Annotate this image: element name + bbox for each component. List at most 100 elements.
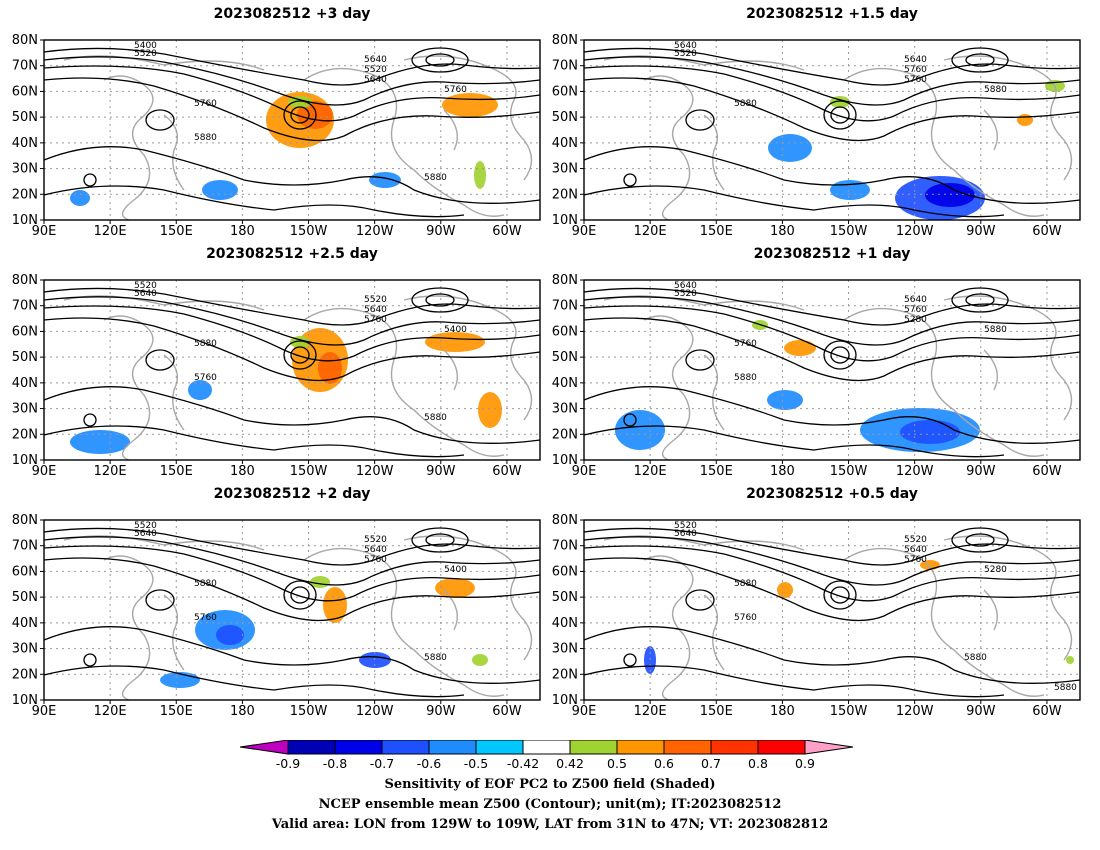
grid-layer bbox=[44, 40, 540, 220]
contour-label: 5640 bbox=[364, 305, 387, 315]
sensitivity-shade bbox=[369, 172, 401, 188]
z500-contour bbox=[43, 557, 541, 622]
coastline bbox=[983, 349, 998, 391]
latitude-label: 10N bbox=[12, 213, 38, 228]
z500-contour bbox=[43, 317, 541, 382]
contour-label: 5520 bbox=[364, 535, 387, 545]
contour-layer bbox=[43, 287, 541, 458]
z500-closed-contour bbox=[145, 109, 175, 131]
latitude-label: 20N bbox=[12, 667, 38, 682]
sensitivity-shade bbox=[216, 625, 244, 645]
z500-contour bbox=[583, 185, 1005, 218]
z500-closed-contour bbox=[290, 106, 310, 124]
latitude-label: 40N bbox=[552, 136, 578, 151]
contour-label: 5880 bbox=[984, 85, 1007, 95]
longitude-label: 90E bbox=[32, 464, 57, 479]
z500-closed-contour bbox=[830, 346, 850, 364]
z500-contour bbox=[43, 296, 541, 346]
contour-label: 5520 bbox=[674, 49, 697, 59]
z500-contour bbox=[583, 527, 1081, 566]
colorbar-segment bbox=[522, 740, 571, 755]
latitude-label: 40N bbox=[12, 136, 38, 151]
longitude-label: 180 bbox=[230, 224, 255, 239]
z500-closed-contour bbox=[951, 47, 1009, 73]
latitude-label: 80N bbox=[552, 33, 578, 48]
coastline bbox=[443, 589, 458, 631]
contour-label: 5880 bbox=[734, 579, 757, 589]
z500-contour bbox=[43, 47, 541, 86]
contour-label: 5760 bbox=[904, 305, 927, 315]
longitude-label: 180 bbox=[230, 704, 255, 719]
z500-closed-contour bbox=[823, 580, 857, 610]
longitude-label: 90E bbox=[572, 704, 597, 719]
map-panel: 5520564055205640576052805880576058805880… bbox=[552, 513, 1081, 719]
caption-contour: NCEP ensemble mean Z500 (Contour); unit(… bbox=[318, 797, 782, 812]
colorbar-tick-label: 0.8 bbox=[748, 756, 768, 771]
contour-label: 5760 bbox=[904, 75, 927, 85]
z500-contour bbox=[43, 185, 465, 218]
z500-closed-contour bbox=[965, 293, 995, 307]
z500-contour bbox=[43, 65, 541, 122]
z500-closed-contour bbox=[951, 527, 1009, 553]
grid-layer bbox=[44, 280, 540, 460]
contour-label: 5520 bbox=[134, 49, 157, 59]
z500-closed-contour bbox=[283, 340, 317, 370]
z500-closed-contour bbox=[145, 589, 175, 611]
colorbar: -0.9 -0.8 -0.7 -0.6 -0.5 -0.42 0.42 0.5 0.6 0.7 0.… bbox=[240, 740, 854, 771]
contour-layer bbox=[583, 527, 1081, 698]
z500-closed-contour bbox=[823, 100, 857, 130]
coastline bbox=[983, 589, 998, 631]
coastline bbox=[303, 547, 505, 697]
grid-layer bbox=[584, 280, 1080, 460]
z500-contour bbox=[583, 146, 1081, 204]
latitude-label: 80N bbox=[12, 513, 38, 528]
contour-label: 5880 bbox=[734, 99, 757, 109]
longitude-label: 150W bbox=[290, 464, 328, 479]
grid-layer bbox=[584, 40, 1080, 220]
contour-label: 5880 bbox=[424, 413, 447, 423]
z500-contour bbox=[583, 425, 1005, 458]
contour-label: 5280 bbox=[904, 315, 927, 325]
contour-label: 5760 bbox=[734, 339, 757, 349]
longitude-label: 90W bbox=[426, 464, 456, 479]
panel-title: 2023082512 +3 day bbox=[213, 6, 371, 22]
z500-contour bbox=[43, 287, 541, 326]
colorbar-tick-label: 0.42 bbox=[556, 756, 584, 771]
longitude-label: 150W bbox=[290, 224, 328, 239]
contour-label: 5760 bbox=[904, 65, 927, 75]
latitude-label: 20N bbox=[12, 187, 38, 202]
colorbar-tick-label: -0.7 bbox=[370, 756, 394, 771]
latitude-label: 80N bbox=[12, 273, 38, 288]
shading-layer bbox=[70, 328, 502, 454]
contour-label: 5520 bbox=[364, 295, 387, 305]
longitude-label: 120E bbox=[94, 464, 127, 479]
sensitivity-shade bbox=[202, 180, 238, 200]
latitude-label: 20N bbox=[552, 427, 578, 442]
map-frame bbox=[583, 279, 1081, 461]
colorbar-tick-label: 0.9 bbox=[795, 756, 815, 771]
contour-layer bbox=[43, 47, 541, 218]
colorbar-segment bbox=[757, 740, 806, 755]
sensitivity-shade bbox=[442, 93, 498, 117]
z500-contour bbox=[43, 425, 465, 458]
contour-label: 5520 bbox=[674, 289, 697, 299]
z500-contour bbox=[583, 77, 1081, 142]
longitude-label: 90E bbox=[572, 224, 597, 239]
contour-label: 5640 bbox=[134, 289, 157, 299]
latitude-label: 70N bbox=[552, 539, 578, 554]
coastline bbox=[443, 349, 458, 391]
z500-closed-contour bbox=[411, 527, 469, 553]
contour-label: 5760 bbox=[194, 613, 217, 623]
longitude-label: 120E bbox=[94, 224, 127, 239]
colorbar-tick-label: 0.6 bbox=[654, 756, 674, 771]
contour-layer bbox=[583, 47, 1081, 218]
sensitivity-shade bbox=[768, 134, 812, 162]
latitude-label: 80N bbox=[12, 33, 38, 48]
colorbar-segment bbox=[475, 740, 524, 755]
latitude-label: 20N bbox=[552, 667, 578, 682]
z500-contour bbox=[43, 386, 541, 444]
longitude-label: 60W bbox=[1032, 464, 1062, 479]
sensitivity-shade bbox=[323, 587, 347, 623]
z500-closed-contour bbox=[823, 340, 857, 370]
z500-contour bbox=[583, 65, 1081, 122]
